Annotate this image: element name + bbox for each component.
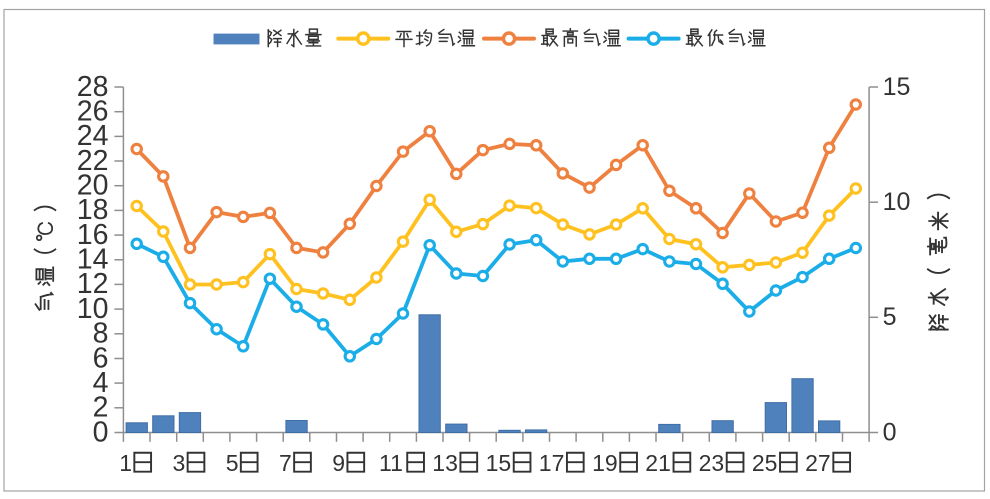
svg-text:11: 11 — [379, 450, 403, 476]
svg-text:20: 20 — [77, 170, 109, 202]
svg-text:1: 1 — [119, 450, 132, 476]
svg-text:5: 5 — [226, 450, 239, 476]
svg-text:15: 15 — [486, 450, 512, 476]
svg-text:3: 3 — [173, 450, 186, 476]
svg-text:4: 4 — [93, 367, 109, 399]
svg-text:2: 2 — [93, 392, 109, 424]
svg-text:0: 0 — [93, 416, 109, 448]
svg-text:0: 0 — [883, 418, 897, 446]
svg-text:10: 10 — [883, 188, 911, 216]
svg-text:7: 7 — [279, 450, 292, 476]
svg-text:9: 9 — [332, 450, 345, 476]
svg-text:25: 25 — [752, 450, 778, 476]
svg-text:13: 13 — [432, 450, 458, 476]
svg-text:17: 17 — [539, 450, 565, 476]
svg-text:26: 26 — [77, 96, 109, 128]
svg-text:24: 24 — [77, 120, 109, 152]
svg-text:21: 21 — [645, 450, 671, 476]
svg-text:8: 8 — [93, 318, 109, 350]
svg-text:18: 18 — [77, 194, 109, 226]
svg-text:28: 28 — [77, 71, 109, 103]
svg-text:6: 6 — [93, 342, 109, 374]
svg-text:16: 16 — [77, 219, 109, 251]
svg-text:22: 22 — [77, 145, 109, 177]
svg-text:10: 10 — [77, 293, 109, 325]
svg-text:27: 27 — [805, 450, 831, 476]
svg-text:15: 15 — [883, 73, 911, 101]
svg-text:14: 14 — [77, 244, 109, 276]
svg-text:23: 23 — [699, 450, 725, 476]
svg-text:19: 19 — [592, 450, 618, 476]
svg-text:12: 12 — [77, 268, 109, 300]
svg-text:5: 5 — [883, 303, 897, 331]
